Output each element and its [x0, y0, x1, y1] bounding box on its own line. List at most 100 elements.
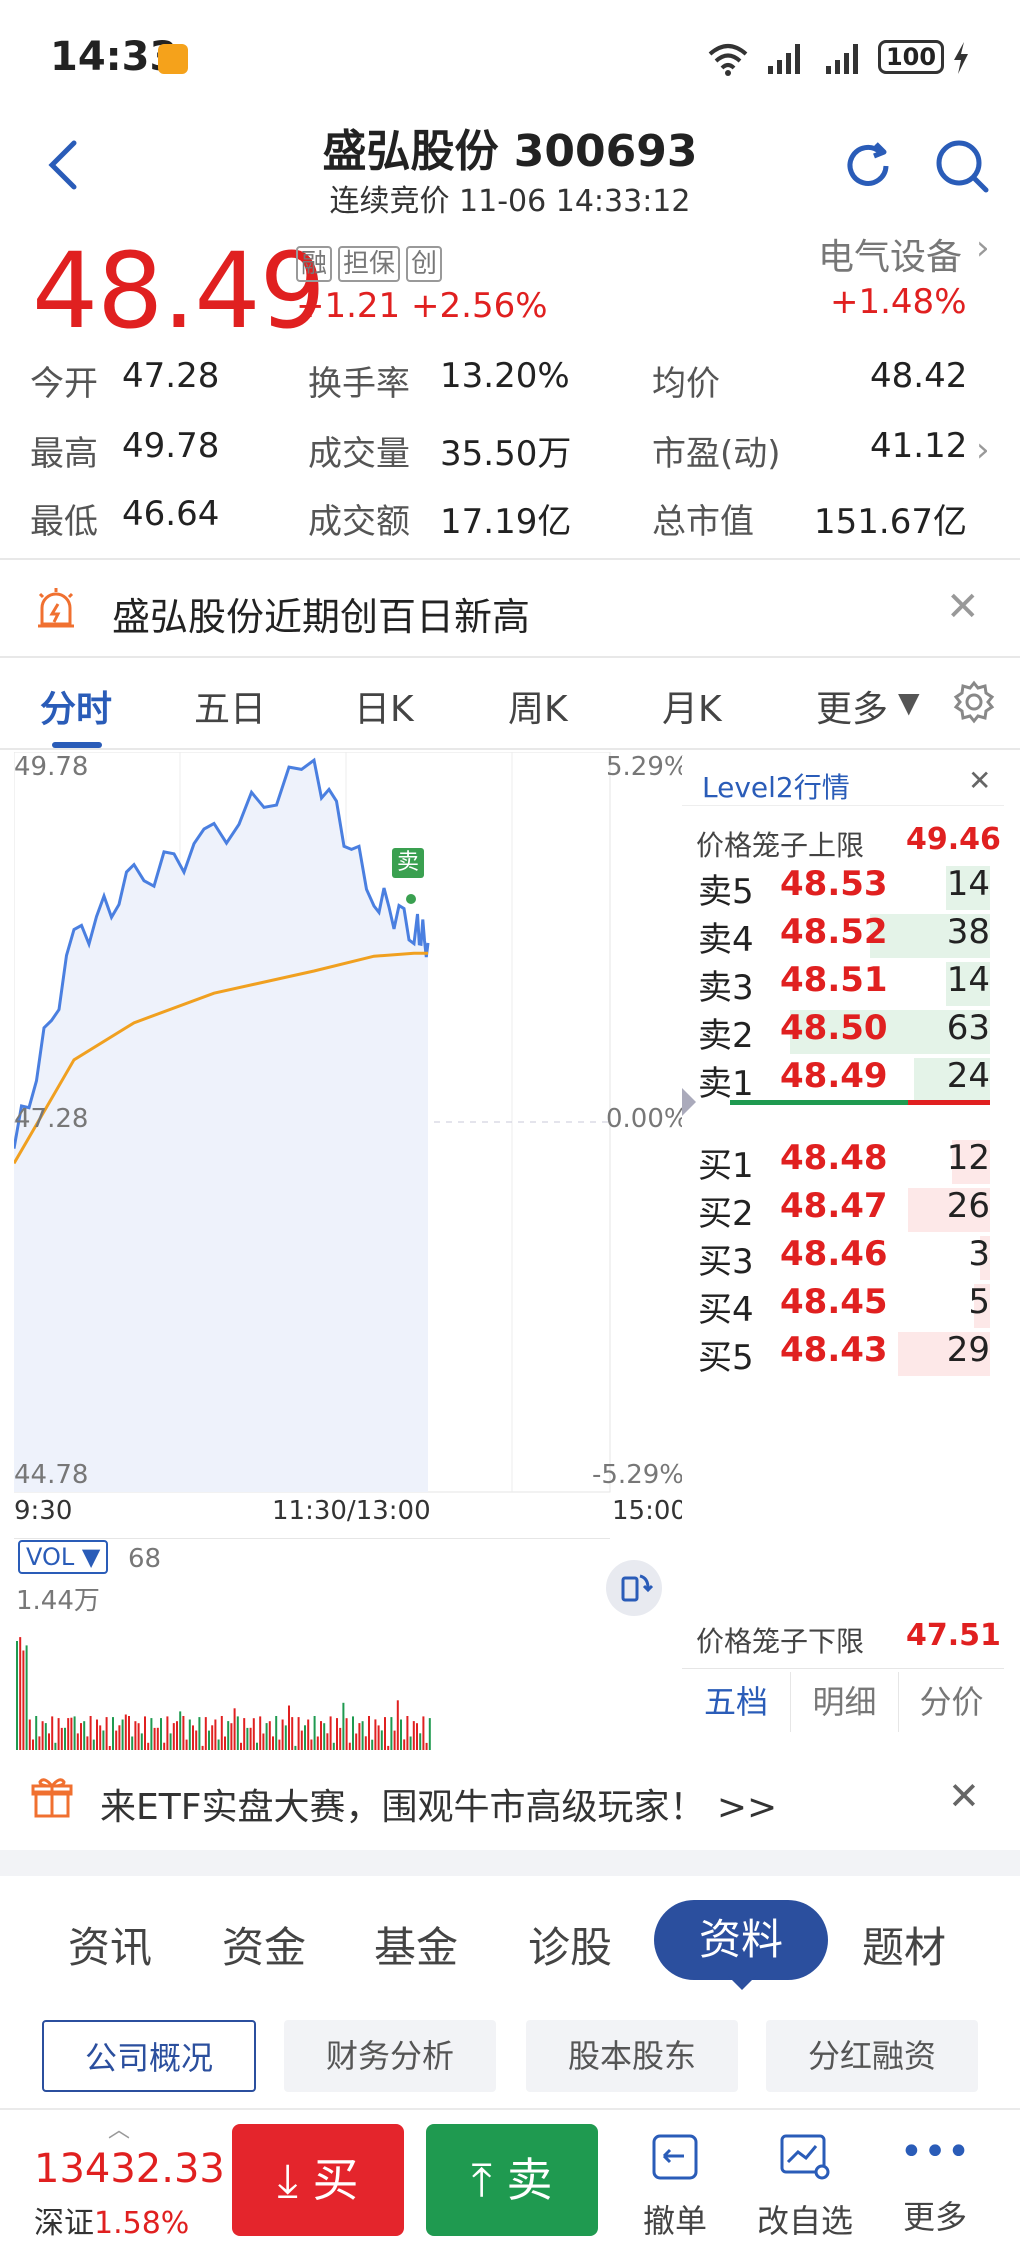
notice-text[interactable]: 盛弘股份近期创百日新高 [112, 595, 531, 639]
rotate-screen-button[interactable] [606, 1560, 662, 1616]
tab-daily-k[interactable]: 日K [354, 689, 414, 730]
tab-price-distribution[interactable]: 分价 [898, 1672, 1004, 1732]
bid-row[interactable]: 买5 48.43 29 [682, 1322, 1004, 1382]
subtab-dividends[interactable]: 分红融资 [766, 2020, 978, 2092]
subtab-financial-analysis[interactable]: 财务分析 [284, 2020, 496, 2092]
tab-five-day[interactable]: 五日 [194, 689, 267, 730]
cancel-order-label: 撤单 [642, 2202, 707, 2240]
volume-bar [393, 1730, 396, 1754]
order-volume: 63 [946, 1008, 990, 1048]
turnover-label: 换手率 [308, 364, 410, 404]
order-volume: 14 [946, 960, 990, 1000]
tab-news[interactable]: 资讯 [68, 1923, 153, 1972]
sell-marker[interactable]: 卖 [392, 848, 424, 878]
search-icon[interactable] [932, 136, 992, 196]
edit-watchlist-button[interactable]: 改自选 [750, 2130, 860, 2242]
ask-row[interactable]: 卖1 48.49 24 [682, 1048, 1004, 1108]
order-volume: 14 [946, 864, 990, 904]
order-side: 卖3 [698, 968, 754, 1008]
tab-details[interactable]: 明细 [790, 1672, 898, 1732]
chevron-up-icon[interactable]: ︿ [108, 2118, 131, 2143]
tab-themes[interactable]: 题材 [862, 1923, 947, 1972]
volume-bar [974, 1284, 990, 1328]
volume-bar [294, 1745, 297, 1754]
tab-diagnosis[interactable]: 诊股 [528, 1923, 613, 1972]
close-icon[interactable]: ✕ [968, 764, 992, 797]
tab-funds[interactable]: 基金 [374, 1923, 459, 1972]
settings-icon[interactable] [952, 680, 996, 724]
tab-weekly-k[interactable]: 周K [508, 689, 568, 730]
volume-bar [364, 1736, 367, 1754]
ask-row[interactable]: 卖3 48.51 14 [682, 952, 1004, 1012]
vol-selector[interactable]: VOL ▼ [18, 1540, 109, 1574]
close-icon[interactable]: ✕ [946, 584, 980, 630]
more-dots-icon: ••• [899, 2129, 971, 2175]
volume-bar [86, 1736, 89, 1754]
order-volume: 3 [968, 1234, 990, 1274]
sector-name[interactable]: 电气设备 [818, 237, 963, 278]
cancel-order-button[interactable]: 撤单 [620, 2130, 730, 2242]
volume-bar [384, 1717, 386, 1754]
order-side: 买2 [698, 1194, 754, 1234]
x-axis-start: 9:30 [14, 1496, 73, 1526]
volume-bar [195, 1730, 198, 1754]
dropdown-icon[interactable]: ▼ [898, 686, 920, 719]
chevron-right-icon[interactable]: › [976, 430, 990, 470]
etf-banner-text[interactable]: 来ETF实盘大赛，围观牛市高级玩家！ >> [100, 1787, 778, 1828]
tab-monthly-k[interactable]: 月K [662, 689, 722, 730]
tab-profile[interactable]: 资料 [654, 1900, 828, 1980]
buy-button[interactable]: ⤓ 买 [232, 2124, 404, 2236]
sell-button[interactable]: ⤒ 卖 [426, 2124, 598, 2236]
volume-bar [345, 1718, 348, 1754]
back-icon[interactable] [40, 135, 90, 195]
bid-row[interactable]: 买2 48.47 26 [682, 1178, 1004, 1238]
volume-bar [115, 1730, 118, 1754]
battery-indicator: 100 [878, 40, 944, 74]
vol-max: 1.44万 [16, 1586, 100, 1616]
tab-more[interactable]: 更多 [816, 689, 889, 730]
volume-bar [428, 1718, 431, 1754]
tab-five-levels[interactable]: 五档 [703, 1683, 768, 1721]
more-button[interactable]: ••• 更多 [880, 2130, 990, 2238]
volume-bar [320, 1721, 322, 1754]
tab-intraday[interactable]: 分时 [40, 689, 113, 730]
intraday-chart[interactable]: 49.78 47.28 44.78 5.29% 0.00% -5.29% 9:3… [12, 751, 689, 1754]
tab-capital[interactable]: 资金 [222, 1923, 307, 1972]
refresh-icon[interactable] [840, 138, 896, 194]
bid-row[interactable]: 买3 48.46 3 [682, 1226, 1004, 1286]
etf-banner[interactable] [0, 1750, 1020, 1850]
subtab-shareholders[interactable]: 股本股东 [526, 2020, 738, 2092]
volume-bar [284, 1725, 287, 1754]
bid-row[interactable]: 买1 48.48 12 [682, 1130, 1004, 1190]
amount-value: 17.19亿 [440, 502, 572, 542]
expand-arrow-icon[interactable] [682, 1088, 696, 1116]
amount-label: 成交额 [308, 502, 410, 542]
volume-bar [214, 1719, 217, 1754]
bid-row[interactable]: 买4 48.45 5 [682, 1274, 1004, 1334]
avg-label: 均价 [652, 364, 720, 404]
ask-row[interactable]: 卖5 48.53 14 [682, 856, 1004, 916]
volume-bar [265, 1723, 268, 1754]
pe-label[interactable]: 市盈(动) [652, 434, 781, 474]
volume-bar [102, 1730, 105, 1754]
divider [682, 1668, 1004, 1669]
high-label: 最高 [30, 434, 98, 474]
chevron-right-icon[interactable]: › [976, 228, 990, 268]
cancel-order-icon [652, 2134, 698, 2180]
sector-change: +1.48% [830, 282, 967, 322]
volume-bar [54, 1742, 57, 1754]
order-price: 48.47 [780, 1186, 888, 1226]
volume-bar [156, 1727, 159, 1754]
volume-bar [898, 1332, 990, 1376]
level2-title[interactable]: Level2行情 [702, 771, 850, 804]
close-icon[interactable]: ✕ [948, 1774, 980, 1818]
ask-row[interactable]: 卖4 48.52 38 [682, 904, 1004, 964]
volume-bar [57, 1718, 60, 1754]
volume-bar [105, 1717, 108, 1754]
volume-bar [131, 1736, 134, 1754]
signal-icon-2 [826, 44, 858, 74]
subtab-company-overview[interactable]: 公司概况 [42, 2020, 256, 2092]
index-value[interactable]: 13432.33 [34, 2146, 225, 2192]
ask-row[interactable]: 卖2 48.50 63 [682, 1000, 1004, 1060]
gift-icon [31, 1778, 73, 1818]
